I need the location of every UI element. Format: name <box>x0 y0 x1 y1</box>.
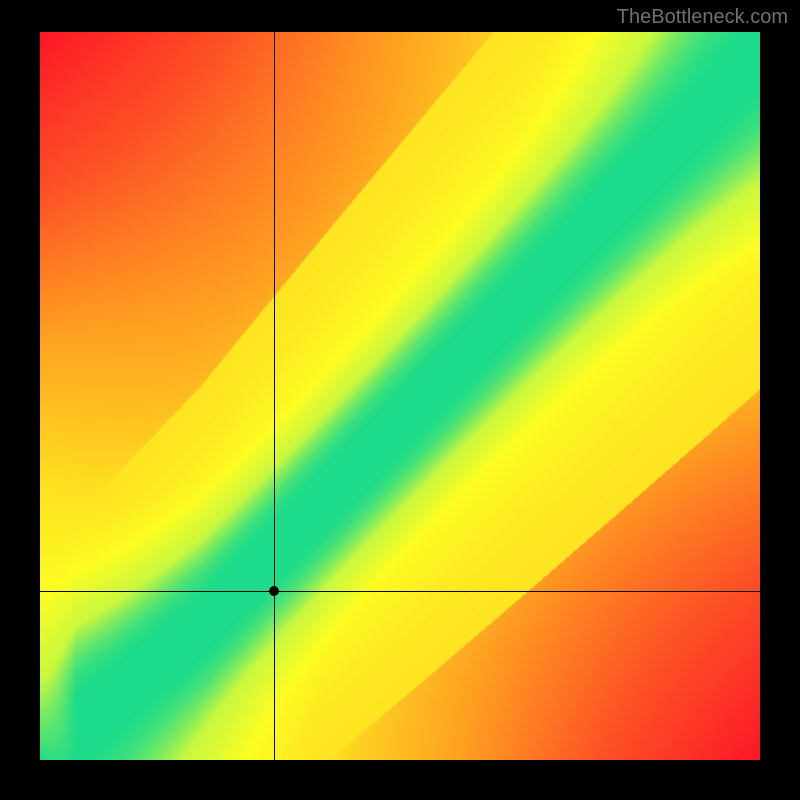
watermark-text: TheBottleneck.com <box>617 6 788 29</box>
heatmap-plot <box>40 32 760 760</box>
heatmap-canvas <box>40 32 760 760</box>
crosshair-marker <box>269 586 279 596</box>
crosshair-vertical <box>274 32 275 760</box>
crosshair-horizontal <box>40 591 760 592</box>
